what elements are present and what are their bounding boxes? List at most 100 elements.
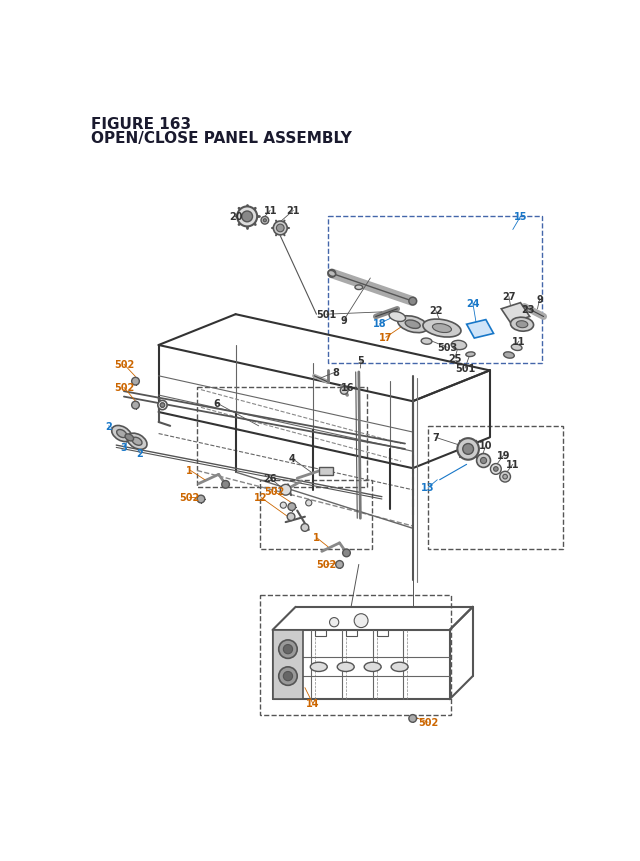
Circle shape [503, 474, 508, 480]
Text: 8: 8 [332, 368, 339, 377]
Text: 5: 5 [358, 356, 365, 366]
Text: 24: 24 [466, 298, 479, 308]
Text: 11: 11 [512, 337, 525, 347]
Ellipse shape [391, 662, 408, 672]
Text: 502: 502 [418, 717, 438, 728]
Circle shape [409, 715, 417, 722]
Ellipse shape [116, 430, 127, 438]
Circle shape [284, 672, 292, 681]
Polygon shape [467, 320, 493, 338]
Text: 503: 503 [437, 343, 458, 353]
Circle shape [158, 401, 167, 410]
Bar [346, 630, 357, 636]
Text: 1: 1 [186, 465, 193, 475]
Text: 9: 9 [536, 294, 543, 305]
Ellipse shape [421, 338, 432, 345]
Text: 3: 3 [120, 442, 127, 452]
Ellipse shape [423, 319, 461, 338]
Text: 18: 18 [372, 319, 387, 329]
Circle shape [306, 500, 312, 506]
Text: 13: 13 [421, 483, 435, 492]
Text: 2: 2 [105, 421, 112, 431]
Text: 6: 6 [213, 399, 220, 408]
Text: 12: 12 [254, 492, 268, 503]
Text: 19: 19 [497, 450, 510, 461]
Ellipse shape [504, 352, 515, 359]
Text: 502: 502 [316, 560, 337, 570]
Circle shape [132, 402, 140, 410]
Text: 502: 502 [264, 486, 284, 497]
Text: 10: 10 [479, 441, 493, 450]
Circle shape [336, 561, 344, 568]
Bar [376, 630, 388, 636]
Circle shape [279, 667, 297, 685]
Text: 27: 27 [502, 292, 516, 302]
Ellipse shape [337, 662, 354, 672]
Bar [260, 596, 451, 715]
Circle shape [463, 444, 474, 455]
Circle shape [287, 513, 295, 521]
Bar [315, 630, 326, 636]
Circle shape [263, 220, 266, 222]
Ellipse shape [397, 316, 428, 333]
Ellipse shape [511, 344, 522, 351]
Circle shape [288, 504, 296, 511]
Text: 2: 2 [136, 449, 143, 458]
Bar [328, 217, 542, 363]
Text: 14: 14 [306, 698, 319, 709]
Text: FIGURE 163: FIGURE 163 [91, 117, 191, 132]
Circle shape [197, 496, 205, 504]
Circle shape [284, 645, 292, 654]
Text: 16: 16 [340, 383, 354, 393]
Ellipse shape [405, 320, 420, 329]
Circle shape [280, 503, 287, 509]
Polygon shape [501, 303, 530, 323]
Circle shape [221, 481, 230, 489]
Ellipse shape [310, 662, 327, 672]
Ellipse shape [328, 271, 335, 277]
Bar [428, 426, 563, 549]
Circle shape [458, 438, 479, 460]
Circle shape [477, 454, 490, 468]
Circle shape [261, 217, 269, 225]
Circle shape [330, 618, 339, 627]
Circle shape [409, 298, 417, 306]
Bar [260, 480, 372, 549]
Text: 7: 7 [433, 433, 439, 443]
Text: 502: 502 [114, 383, 134, 393]
Text: 15: 15 [514, 212, 527, 222]
Text: 9: 9 [340, 315, 348, 325]
Circle shape [276, 225, 284, 232]
Ellipse shape [364, 662, 381, 672]
Ellipse shape [127, 434, 147, 449]
Ellipse shape [516, 321, 528, 328]
Text: 21: 21 [287, 206, 300, 216]
Text: 501: 501 [316, 310, 337, 319]
Ellipse shape [112, 426, 132, 442]
Ellipse shape [389, 313, 406, 322]
Text: 22: 22 [429, 306, 442, 316]
Circle shape [481, 458, 486, 464]
Circle shape [237, 208, 257, 227]
Ellipse shape [466, 352, 475, 357]
Circle shape [280, 485, 291, 496]
Text: 11: 11 [506, 460, 520, 470]
Circle shape [132, 378, 140, 386]
Ellipse shape [451, 341, 467, 350]
Circle shape [354, 614, 368, 628]
Circle shape [242, 212, 253, 222]
Ellipse shape [125, 434, 134, 442]
Text: 1: 1 [313, 533, 320, 542]
Circle shape [340, 387, 348, 395]
Text: 23: 23 [522, 305, 535, 314]
Text: 502: 502 [179, 492, 200, 502]
Circle shape [279, 641, 297, 659]
Ellipse shape [355, 286, 363, 290]
Circle shape [273, 222, 287, 236]
Circle shape [490, 464, 501, 474]
Ellipse shape [132, 437, 142, 446]
Bar [197, 388, 367, 488]
Text: 26: 26 [264, 474, 277, 484]
Circle shape [328, 270, 336, 278]
Text: 502: 502 [114, 360, 134, 370]
